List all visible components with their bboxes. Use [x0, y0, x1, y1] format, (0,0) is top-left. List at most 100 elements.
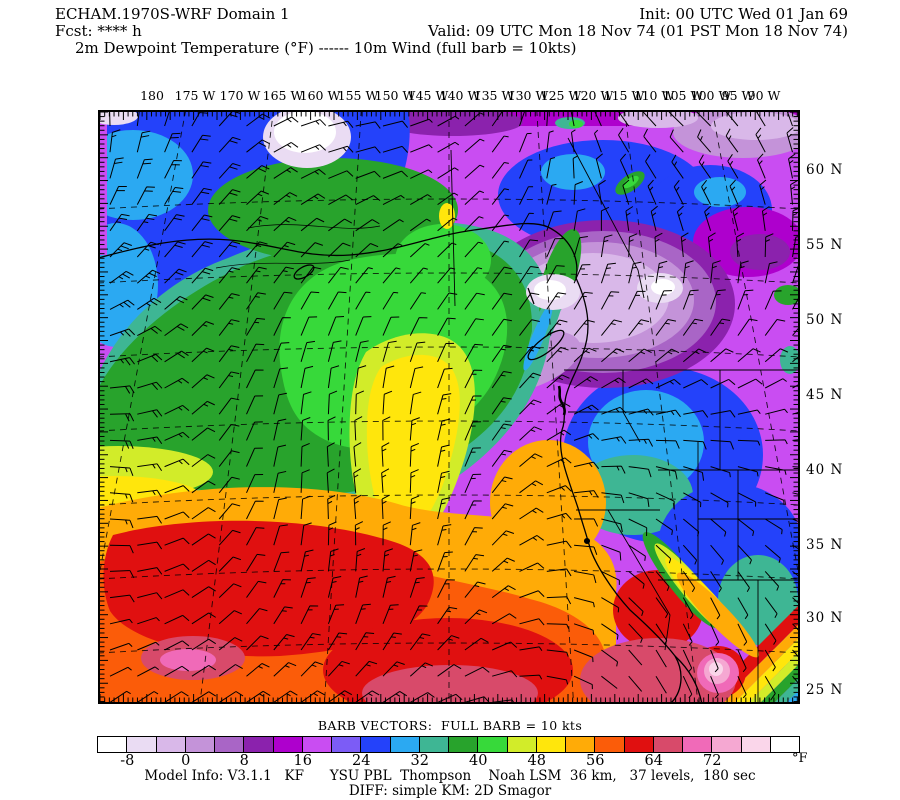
wind-barb [355, 146, 381, 154]
wind-barb [300, 577, 316, 598]
wind-barb [546, 485, 572, 494]
wind-barb [164, 511, 190, 520]
wind-barb [273, 367, 289, 389]
wind-barb [437, 606, 458, 625]
wind-barb [410, 218, 431, 232]
wind-barb [164, 241, 186, 258]
wind-barb [137, 409, 163, 418]
wind-barb [573, 236, 588, 258]
wind-barb [437, 635, 460, 651]
barb-vectors-caption: BARB VECTORS: FULL BARB = 10 kts [317, 718, 583, 733]
wind-barbs [108, 110, 800, 704]
wind-barb [647, 179, 657, 205]
wind-barb [764, 233, 774, 258]
wind-barb [191, 612, 216, 625]
wind-barb [683, 410, 709, 418]
wind-barb [382, 521, 391, 546]
wind-barb [218, 583, 242, 598]
wind-barb [464, 395, 482, 415]
field-region [694, 177, 746, 207]
wind-barb [519, 618, 545, 626]
wind-barb [218, 637, 243, 651]
wind-barb [218, 450, 240, 467]
wind-barb [191, 187, 212, 205]
wind-barb [764, 318, 786, 336]
wind-barb [492, 670, 518, 678]
wind-barb [628, 261, 642, 284]
wind-barb [437, 524, 452, 546]
wind-barb [601, 377, 626, 389]
wind-barb [218, 664, 243, 677]
wind-barb [519, 426, 543, 441]
model-title: ECHAM.1970S-WRF Domain 1 [55, 5, 290, 23]
wind-barb [328, 660, 350, 677]
colorbar-cell [769, 736, 800, 753]
wind-barb [109, 242, 132, 258]
wind-barb [246, 369, 264, 389]
wind-barb [218, 345, 240, 363]
colorbar-cell [126, 736, 157, 753]
wind-barb [300, 340, 316, 362]
wind-barb [628, 233, 638, 258]
wind-barb [655, 492, 675, 510]
wind-barb [109, 666, 132, 677]
wind-barb [437, 367, 453, 389]
wind-barb [655, 597, 669, 619]
wind-barb [409, 341, 426, 362]
field-region [395, 224, 491, 296]
wind-barb [137, 515, 162, 524]
wind-barb [137, 463, 163, 472]
colorbar-cell [331, 736, 362, 753]
wind-barb [437, 242, 457, 258]
wind-barb [464, 609, 488, 625]
wind-barb [682, 571, 696, 593]
wind-barb [710, 348, 734, 363]
wind-barb [628, 571, 645, 589]
wind-barb [327, 548, 339, 572]
wind-barb [109, 328, 136, 337]
wind-barb [737, 518, 755, 536]
wind-barb [701, 179, 712, 205]
wind-barb [355, 219, 380, 232]
weather-map [98, 110, 800, 704]
wind-barb [600, 206, 610, 231]
wind-barb [710, 318, 731, 336]
wind-barb [546, 265, 565, 284]
wind-barb [573, 264, 591, 284]
wind-barb [737, 649, 747, 673]
wind-barb [410, 118, 433, 127]
wind-barb [164, 589, 190, 599]
wind-barb [327, 315, 345, 336]
wind-barb [628, 466, 652, 478]
wind-barb [519, 453, 543, 467]
wind-barb [707, 232, 716, 258]
wind-barb [191, 267, 214, 284]
wind-barb [218, 189, 241, 205]
wind-barb [655, 290, 672, 310]
wind-barb [327, 521, 337, 546]
wind-barb [136, 269, 161, 284]
wind-barb [109, 544, 134, 554]
wind-barb [355, 603, 371, 624]
wind-barb [519, 239, 539, 258]
init-time: Init: 00 UTC Wed 01 Jan 69 [639, 5, 848, 23]
wind-barb [765, 439, 788, 445]
wind-barb [628, 492, 650, 508]
colorbar-cell [623, 736, 654, 753]
wind-barb [788, 153, 796, 179]
wind-barb [546, 649, 569, 657]
wind-barb [764, 649, 776, 672]
longitude-tick-label: 110 W [633, 88, 675, 103]
field-region [439, 203, 455, 229]
wind-barb [683, 492, 702, 508]
wind-barb [601, 319, 623, 336]
wind-barb [191, 454, 216, 467]
wind-barb [519, 212, 534, 232]
wind-barb [164, 350, 189, 363]
wind-barb [682, 649, 693, 673]
wind-barb [650, 205, 658, 231]
wind-barb [300, 316, 318, 336]
wind-barb [191, 427, 216, 441]
wind-barb [409, 417, 420, 441]
colorbar-tick-label: 32 [410, 753, 429, 769]
